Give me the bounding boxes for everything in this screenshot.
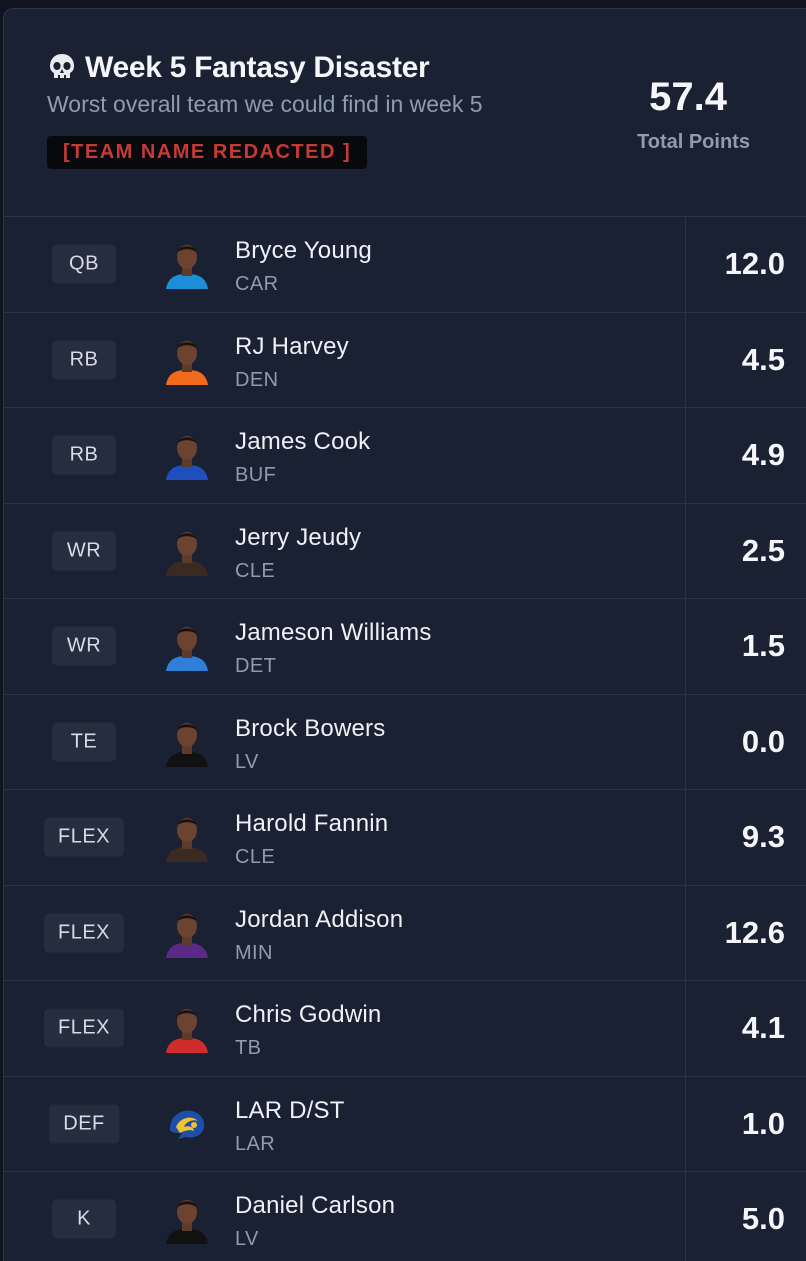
- column-divider: [685, 312, 686, 407]
- page-title: Week 5 Fantasy Disaster: [47, 51, 430, 85]
- player-headshot-icon: [166, 1200, 208, 1245]
- player-points: 4.9: [741, 437, 785, 473]
- player-team: LV: [235, 750, 259, 773]
- position-badge: RB: [52, 435, 116, 475]
- team-card: Week 5 Fantasy Disaster Worst overall te…: [3, 8, 806, 1261]
- player-name[interactable]: Jordan Addison: [235, 905, 404, 933]
- player-name[interactable]: Harold Fannin: [235, 810, 389, 837]
- player-team: MIN: [235, 941, 273, 964]
- table-row[interactable]: FLEX Jordan Addison MIN 12.6: [4, 885, 806, 981]
- column-divider: [685, 981, 686, 1076]
- column-divider: [685, 408, 686, 503]
- table-row[interactable]: K Daniel Carlson LV 5.0: [4, 1172, 806, 1261]
- table-row[interactable]: QB Bryce Young CAR 12.0: [4, 217, 806, 313]
- column-divider: [685, 1076, 686, 1171]
- position-badge: WR: [52, 531, 116, 571]
- title-text: Week 5 Fantasy Disaster: [85, 51, 430, 84]
- column-divider: [685, 217, 686, 312]
- player-team: CAR: [235, 273, 279, 295]
- player-team: DET: [235, 655, 277, 677]
- player-team: DEN: [235, 368, 279, 391]
- player-headshot-icon: [166, 1009, 208, 1054]
- column-divider: [685, 885, 686, 980]
- position-badge: RB: [52, 340, 116, 380]
- total-points-value: 57.4: [649, 75, 727, 119]
- team-name-badge: [TEAM NAME REDACTED ]: [47, 136, 368, 169]
- table-row[interactable]: FLEX Chris Godwin TB 4.1: [4, 981, 806, 1077]
- player-name[interactable]: Jameson Williams: [235, 619, 432, 646]
- position-badge: DEF: [49, 1104, 119, 1144]
- player-headshot-icon: [166, 722, 208, 767]
- column-divider: [685, 503, 686, 598]
- table-row[interactable]: RB James Cook BUF 4.9: [4, 408, 806, 504]
- player-points: 2.5: [741, 532, 785, 568]
- column-divider: [685, 599, 686, 694]
- table-row[interactable]: DEF LAR D/ST LAR 1.0: [4, 1076, 806, 1172]
- table-row[interactable]: TE Brock Bowers LV 0.0: [4, 694, 806, 790]
- player-name[interactable]: James Cook: [235, 428, 371, 455]
- player-points: 4.5: [741, 341, 785, 377]
- total-points-label: Total Points: [637, 131, 750, 153]
- roster-list: QB Bryce Young CAR 12.0 RB RJ Harvey DEN…: [4, 217, 806, 1261]
- player-headshot-icon: [166, 818, 208, 863]
- player-headshot-icon: [166, 436, 208, 481]
- player-points: 1.0: [741, 1105, 785, 1141]
- player-points: 1.5: [741, 628, 785, 664]
- table-row[interactable]: WR Jerry Jeudy CLE 2.5: [4, 503, 806, 599]
- player-team: LV: [235, 1228, 259, 1250]
- player-points: 5.0: [741, 1201, 785, 1237]
- position-badge: FLEX: [43, 1008, 125, 1048]
- column-divider: [685, 694, 686, 789]
- player-headshot-icon: [166, 340, 208, 385]
- card-header: Week 5 Fantasy Disaster Worst overall te…: [4, 9, 806, 217]
- player-headshot-icon: [166, 245, 208, 290]
- position-badge: TE: [52, 722, 116, 762]
- subtitle: Worst overall team we could find in week…: [47, 91, 483, 117]
- table-row[interactable]: FLEX Harold Fannin CLE 9.3: [4, 790, 806, 886]
- position-badge: QB: [52, 244, 116, 284]
- player-name[interactable]: RJ Harvey: [235, 332, 349, 360]
- player-name[interactable]: Brock Bowers: [235, 714, 386, 742]
- player-name[interactable]: Bryce Young: [235, 237, 372, 264]
- skull-icon: [50, 54, 74, 78]
- player-points: 0.0: [741, 723, 785, 759]
- player-team: LAR: [235, 1132, 276, 1155]
- player-team: BUF: [235, 464, 277, 486]
- player-team: CLE: [235, 559, 276, 582]
- position-badge: WR: [52, 626, 116, 666]
- player-headshot-icon: [166, 627, 208, 672]
- player-team: TB: [235, 1037, 262, 1059]
- position-badge: FLEX: [43, 817, 125, 857]
- player-points: 9.3: [741, 819, 785, 855]
- column-divider: [685, 1172, 686, 1261]
- table-row[interactable]: WR Jameson Williams DET 1.5: [4, 599, 806, 695]
- team-logo-icon: [170, 1110, 205, 1139]
- position-badge: K: [52, 1199, 116, 1239]
- player-name[interactable]: LAR D/ST: [235, 1096, 345, 1124]
- player-points: 4.1: [741, 1010, 785, 1046]
- player-name[interactable]: Chris Godwin: [235, 1001, 382, 1028]
- player-points: 12.6: [724, 914, 785, 950]
- player-team: CLE: [235, 846, 276, 868]
- column-divider: [685, 790, 686, 885]
- player-name[interactable]: Daniel Carlson: [235, 1192, 396, 1219]
- player-headshot-icon: [166, 913, 208, 958]
- table-row[interactable]: RB RJ Harvey DEN 4.5: [4, 312, 806, 408]
- player-name[interactable]: Jerry Jeudy: [235, 523, 362, 551]
- player-headshot-icon: [166, 531, 208, 576]
- player-points: 12.0: [724, 246, 785, 282]
- position-badge: FLEX: [43, 913, 125, 953]
